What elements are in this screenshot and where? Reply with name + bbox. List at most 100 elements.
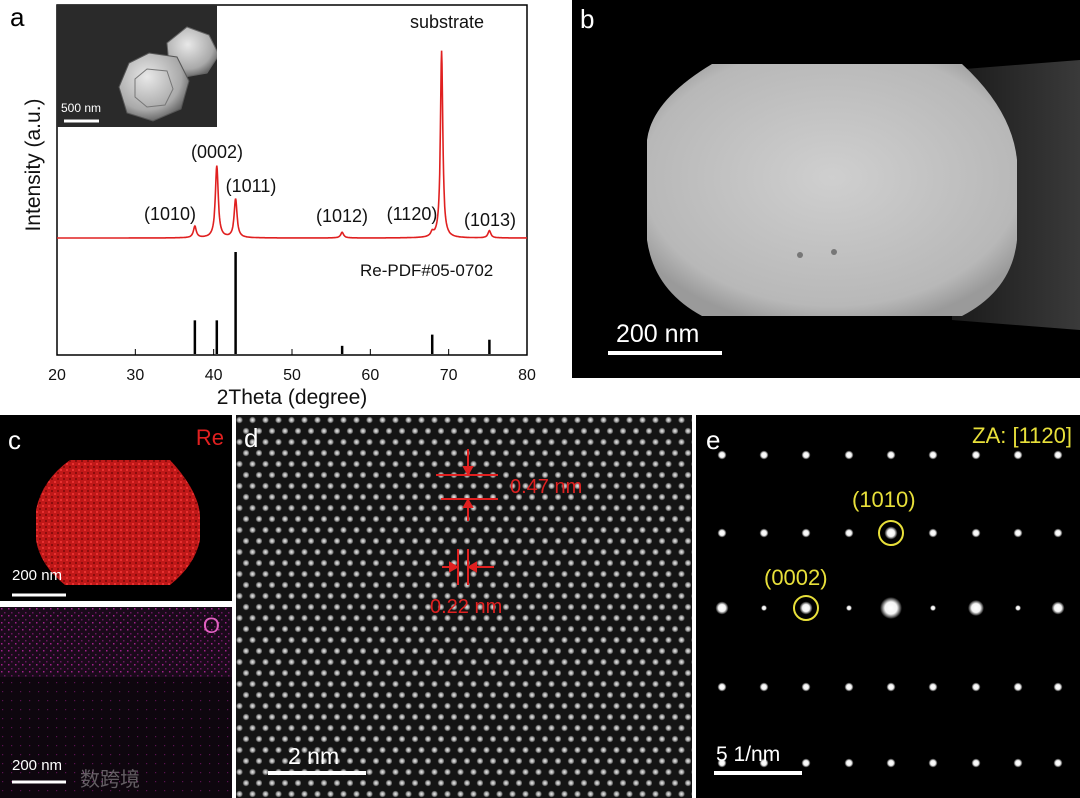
x-tick-label: 50: [283, 367, 301, 384]
y-axis-label: Intensity (a.u.): [22, 98, 45, 231]
panel-label-d: d: [244, 423, 259, 453]
diffraction-spot: [717, 528, 727, 538]
peak-hkl-label: (1010): [144, 204, 196, 224]
x-tick-label: 30: [126, 367, 144, 384]
peak-hkl-label: (1011): [226, 176, 277, 196]
tem-particle: [647, 64, 1017, 316]
panel-label-a: a: [10, 2, 25, 32]
diffraction-spot: [928, 450, 938, 460]
diffraction-spot: [717, 758, 727, 768]
peak-hkl-label: (1120): [387, 204, 438, 224]
sem-facet: [134, 68, 174, 108]
particle-defect: [831, 249, 837, 255]
diffraction-spot: [844, 758, 854, 768]
diffraction-spot: [717, 450, 727, 460]
sem-particle-front: [118, 52, 190, 122]
panel-a-xrd: 20 30 40 50 60 70 80 2Theta (degree) Intensity…: [0, 0, 560, 410]
eds-o-scale-text: 200 nm: [12, 757, 63, 774]
diffraction-spot: [1053, 682, 1063, 692]
diffraction-spot: [886, 758, 896, 768]
sem-particles: [64, 26, 217, 123]
panel-label-c: c: [8, 425, 21, 455]
x-tick-label: 20: [48, 367, 66, 384]
diffraction-spot: [844, 682, 854, 692]
eds-o-map: [0, 607, 232, 798]
diffraction-spot: [846, 605, 852, 611]
zone-axis-label: ZA: [1120]: [972, 423, 1072, 448]
peak-hkl-label: (1012): [316, 206, 368, 226]
panel-label-b: b: [580, 4, 595, 34]
diffraction-spot: [1051, 601, 1065, 615]
diffraction-spot: [886, 682, 896, 692]
diffraction-spot: [844, 450, 854, 460]
diffraction-spot: [971, 450, 981, 460]
diffraction-spot: [1053, 528, 1063, 538]
diffraction-spot: [717, 682, 727, 692]
diffraction-spot: [928, 758, 938, 768]
hrtem-scale-text: 2 nm: [288, 743, 340, 769]
diffraction-spot: [1015, 605, 1021, 611]
d-spacing-2: 0.22 nm: [430, 596, 503, 618]
diffraction-spot: [880, 597, 902, 619]
o-signal-lower: [0, 677, 232, 798]
diffraction-spot: [928, 682, 938, 692]
diffraction-spot: [1013, 528, 1023, 538]
diffraction-spot: [801, 450, 811, 460]
particle-defect: [797, 252, 803, 258]
diffraction-spot: [759, 758, 769, 768]
spot-label-1010: (1010): [852, 487, 916, 512]
tem-scale-text: 200 nm: [616, 320, 700, 348]
re-signal-region: [36, 460, 200, 585]
peak-hkl-label: (0002): [191, 142, 243, 162]
diffraction-spot: [715, 601, 729, 615]
diffraction-spot: [968, 600, 984, 616]
hrtem-image: [236, 415, 692, 798]
diffraction-spot: [1013, 682, 1023, 692]
xrd-pattern-line: [57, 50, 527, 239]
o-signal-upper: [0, 607, 232, 677]
diffraction-spot: [759, 528, 769, 538]
x-tick-label: 70: [440, 367, 458, 384]
diffraction-spot: [844, 528, 854, 538]
diffraction-spot: [759, 682, 769, 692]
x-tick-label: 80: [518, 367, 536, 384]
diffraction-spot: [971, 528, 981, 538]
saed-pattern: [714, 450, 1065, 775]
panel-e-saed: ZA: [1120] (1010) (0002) 5 1/nm e: [696, 415, 1080, 798]
spot-highlight-0002: [793, 595, 819, 621]
panel-c-eds-o: Re O 200 nm 数跨境: [0, 607, 232, 798]
panel-d-hrtem: 0.47 nm 0.22 nm 2 nm d: [236, 415, 692, 798]
eds-re-label: Re: [195, 425, 224, 450]
diffraction-spot: [971, 758, 981, 768]
eds-o-element: O: [202, 613, 220, 638]
saed-scale-text: 5 1/nm: [716, 743, 781, 766]
diffraction-spot: [761, 605, 767, 611]
d-spacing-1: 0.47 nm: [510, 476, 583, 498]
atomic-lattice: [236, 415, 692, 798]
eds-re-scale-text: 200 nm: [12, 567, 63, 584]
diffraction-spot: [759, 450, 769, 460]
diffraction-spot: [971, 682, 981, 692]
tem-image: [608, 60, 1080, 355]
spot-highlight-1010: [878, 520, 904, 546]
diffraction-spot: [1013, 450, 1023, 460]
spacing-marker-047: [436, 449, 498, 521]
substrate-label: substrate: [410, 12, 484, 32]
diffraction-spot: [801, 758, 811, 768]
x-axis-label: 2Theta (degree): [217, 386, 368, 409]
diffraction-spot: [930, 605, 936, 611]
reference-label: Re-PDF#05-0702: [360, 261, 493, 280]
x-tick-label: 60: [361, 367, 379, 384]
diffraction-spot: [1053, 450, 1063, 460]
panel-label-e: e: [706, 425, 721, 455]
eds-re-map: [12, 460, 200, 597]
diffraction-spot: [886, 450, 896, 460]
diffraction-spot: [928, 528, 938, 538]
diffraction-spot: [801, 528, 811, 538]
sem-inset: 500 nm: [57, 5, 217, 127]
panel-c-eds-re: Re 200 nm c: [0, 415, 232, 601]
diffraction-spot: [884, 526, 898, 540]
diffraction-spot: [799, 601, 813, 615]
diffraction-spot: [1053, 758, 1063, 768]
watermark: 数跨境: [80, 767, 140, 791]
